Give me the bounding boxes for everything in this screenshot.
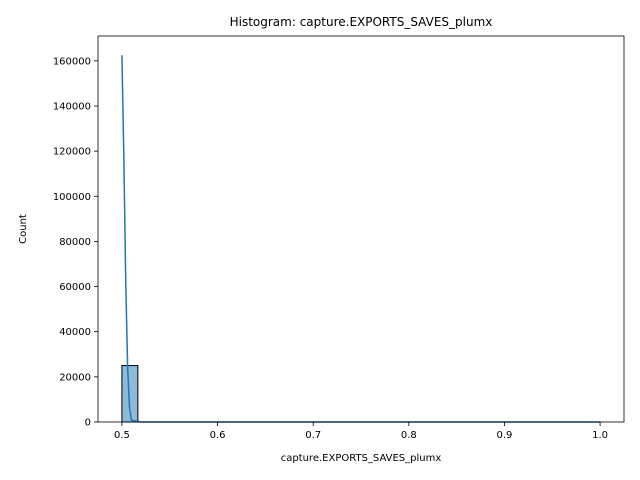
y-tick-label-1: 20000 [59, 372, 91, 383]
y-tick-label-2: 40000 [59, 327, 91, 338]
x-tick-label-1: 0.6 [210, 430, 226, 441]
x-axis-ticks: 0.5 0.6 0.7 0.8 0.9 1.0 [114, 422, 608, 441]
x-tick-label-5: 1.0 [592, 430, 608, 441]
plot-area-frame [97, 35, 625, 423]
y-tick-label-3: 60000 [59, 282, 91, 293]
x-tick-label-4: 0.9 [497, 430, 513, 441]
chart-title: Histogram: capture.EXPORTS_SAVES_plumx [230, 15, 493, 29]
y-tick-label-7: 140000 [53, 101, 91, 112]
y-tick-label-0: 0 [85, 418, 91, 429]
y-tick-label-5: 100000 [53, 192, 91, 203]
y-tick-label-6: 120000 [53, 147, 91, 158]
y-axis-ticks: 0 20000 40000 60000 80000 100000 120000 140000 1… [53, 56, 98, 429]
x-axis-label: capture.EXPORTS_SAVES_plumx [281, 453, 442, 464]
kde-line [121, 55, 601, 423]
x-tick-label-3: 0.8 [401, 430, 417, 441]
y-tick-label-4: 80000 [59, 237, 91, 248]
y-tick-label-8: 160000 [53, 56, 91, 67]
x-tick-label-2: 0.7 [305, 430, 321, 441]
histogram-bars [121, 365, 601, 423]
x-tick-label-0: 0.5 [114, 430, 130, 441]
y-axis-label: Count [18, 214, 29, 244]
